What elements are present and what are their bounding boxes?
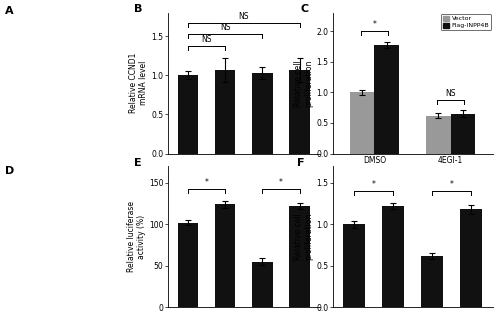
Bar (215, 204, 236, 307)
Text: +: + (222, 189, 228, 194)
Bar (252, 262, 272, 307)
Text: F: F (298, 158, 305, 168)
Text: *: * (450, 180, 454, 189)
Bar (350, 92, 374, 154)
Text: *: * (372, 180, 376, 189)
Text: C: C (300, 4, 308, 14)
Text: *: * (372, 20, 376, 29)
Bar (215, 70, 236, 154)
Text: *: * (279, 178, 283, 187)
Text: D: D (5, 166, 14, 176)
Text: Flag-INPP4B: Flag-INPP4B (170, 189, 207, 194)
Bar (343, 224, 364, 307)
Bar (426, 116, 450, 154)
Bar (178, 76, 198, 154)
Bar (252, 73, 272, 154)
Text: A: A (5, 6, 14, 16)
Y-axis label: Relative cell
proliferation: Relative cell proliferation (294, 213, 314, 260)
Text: 4EGI-1: 4EGI-1 (170, 172, 190, 177)
Text: −: − (222, 172, 228, 177)
Text: −: − (260, 189, 265, 194)
Y-axis label: Relative cell
proliferation: Relative cell proliferation (294, 60, 314, 107)
Legend: Vector, Flag-INPP4B: Vector, Flag-INPP4B (441, 14, 492, 30)
Bar (460, 210, 482, 307)
Text: E: E (134, 158, 141, 168)
Text: NS: NS (238, 12, 249, 21)
Bar (178, 223, 198, 307)
Text: −: − (186, 189, 190, 194)
Bar (382, 206, 404, 307)
Text: *: * (204, 178, 208, 187)
Y-axis label: Relative luciferase
activity (%): Relative luciferase activity (%) (126, 201, 146, 272)
Text: NS: NS (220, 23, 230, 32)
Text: +: + (297, 172, 302, 177)
Bar (290, 70, 310, 154)
Bar (290, 206, 310, 307)
Text: +: + (260, 172, 265, 177)
Y-axis label: Relative CCND1
mRNA level: Relative CCND1 mRNA level (129, 53, 148, 113)
Text: B: B (134, 4, 142, 14)
Bar (422, 256, 442, 307)
Bar (450, 114, 475, 154)
Text: NS: NS (446, 89, 456, 98)
Text: NS: NS (202, 35, 212, 44)
Text: −: − (186, 172, 190, 177)
Text: +: + (297, 189, 302, 194)
Bar (374, 45, 399, 154)
